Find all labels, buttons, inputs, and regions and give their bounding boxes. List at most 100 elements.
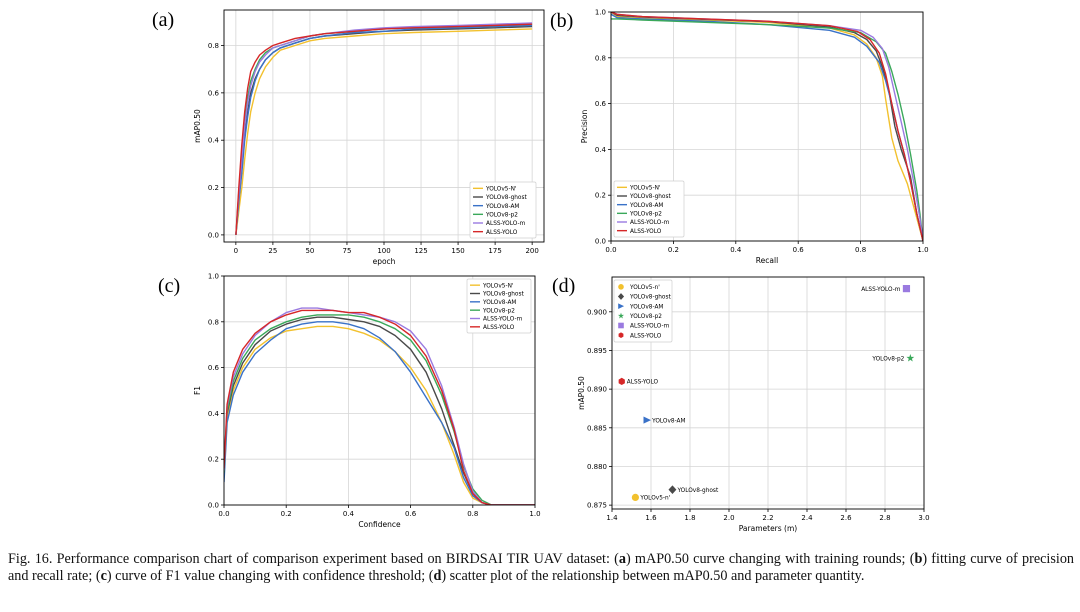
series-line-yolov5-n <box>224 325 535 505</box>
legend-label-alss-yolo: ALSS-YOLO <box>486 230 518 236</box>
x-tick-label: 2.6 <box>840 514 852 522</box>
legend-swatch-yolov8-am <box>618 303 625 309</box>
series-line-yolov8-p2 <box>224 314 535 505</box>
point-label-yolov8-ghost: YOLOv8-ghost <box>676 488 719 494</box>
scatter-point-yolov8-p2 <box>906 354 915 362</box>
x-tick-label: 100 <box>377 247 390 255</box>
y-tick-label: 0.6 <box>208 89 220 97</box>
x-tick-label: 25 <box>268 247 277 255</box>
legend-label-yolov5-n: YOLOv5-N' <box>482 283 514 289</box>
y-axis-label: mAP0.50 <box>193 109 202 143</box>
x-tick-label: 1.0 <box>529 510 540 518</box>
x-tick-label: 75 <box>343 247 352 255</box>
y-axis-label: mAP0.50 <box>577 376 586 410</box>
y-tick-label: 0.895 <box>587 347 607 355</box>
x-tick-label: 1.8 <box>684 514 695 522</box>
y-axis-label: Precision <box>580 110 589 144</box>
caption-key-a: a <box>618 551 626 567</box>
panel-label: (b) <box>550 10 573 32</box>
legend-label-yolov8-p2: YOLOv8-p2 <box>629 212 662 218</box>
chart-panel-c: (c) 0.0 0.2 0.4 0.6 0.8 1.0 0.0 0.2 0.4 0.6 0.8 1.0 C… <box>158 273 541 530</box>
legend: YOLOv5-N' YOLOv8-ghost YOLOv8-AM YOLOv8-p2 A… <box>613 180 685 238</box>
legend-label-yolov8-ghost: YOLOv8-ghost <box>629 295 672 301</box>
figure: (a) 0 25 50 75 100 125 150 175 200 0.0 0.2 0.4 0.6 0.8… <box>152 9 930 534</box>
legend-label-alss-yolo-m: ALSS-YOLO-m <box>483 317 523 323</box>
x-tick-label: 1.4 <box>606 514 618 522</box>
y-tick-label: 0.8 <box>208 318 219 326</box>
legend-label-yolov8-p2: YOLOv8-p2 <box>629 314 662 320</box>
scatter-point-yolov5-n <box>631 493 640 501</box>
x-tick-label: 0.2 <box>668 246 679 254</box>
legend-label-alss-yolo-m: ALSS-YOLO-m <box>486 221 526 227</box>
x-tick-label: 200 <box>525 247 538 255</box>
x-tick-label: 0.4 <box>343 510 355 518</box>
caption-text-b: ) fitting curve of precision and recall … <box>8 551 1075 584</box>
legend-label-yolov8-am: YOLOv8-AM <box>482 300 516 306</box>
series-line-yolov8-am <box>224 321 535 505</box>
chart-panel-b: (b) 0.0 0.2 0.4 0.6 0.8 1.0 0.0 0.2 0.4 0.6 0.8 1.0 R… <box>550 9 929 266</box>
legend-label-alss-yolo-m: ALSS-YOLO-m <box>630 324 670 330</box>
x-tick-label: 125 <box>414 247 427 255</box>
point-label-yolov8-p2: YOLOv8-p2 <box>871 357 904 363</box>
point-label-alss-yolo: ALSS-YOLO <box>627 380 659 386</box>
y-tick-label: 0.0 <box>595 238 606 246</box>
legend-swatch-alss-yolo <box>618 332 624 338</box>
y-tick-label: 1.0 <box>208 273 219 281</box>
x-tick-label: 0.8 <box>467 510 478 518</box>
legend-label-alss-yolo-m: ALSS-YOLO-m <box>630 220 670 226</box>
legend: YOLOv5-N' YOLOv8-ghost YOLOv8-AM YOLOv8-p2 A… <box>469 181 537 239</box>
x-tick-label: 0.6 <box>405 510 417 518</box>
y-tick-label: 0.900 <box>587 308 607 316</box>
legend-label-yolov5-n: YOLOv5-n' <box>629 285 660 291</box>
x-tick-label: 2.0 <box>723 514 734 522</box>
legend-label-yolov8-ghost: YOLOv8-ghost <box>485 195 528 201</box>
legend-label-yolov8-p2: YOLOv8-p2 <box>482 308 515 314</box>
x-tick-label: 175 <box>488 247 501 255</box>
y-tick-label: 0.6 <box>208 364 220 372</box>
x-axis-label: Confidence <box>358 520 401 529</box>
point-label-yolov8-am: YOLOv8-AM <box>651 418 685 424</box>
y-tick-label: 0.8 <box>208 42 219 50</box>
panel-label: (a) <box>152 9 174 31</box>
y-tick-label: 0.2 <box>595 192 606 200</box>
y-tick-label: 1.0 <box>595 9 606 17</box>
x-tick-label: 1.6 <box>645 514 657 522</box>
x-axis-label: Parameters (m) <box>739 524 798 533</box>
series-line-yolov5-n <box>235 28 533 235</box>
caption-lead: Fig. 16. Performance comparison chart of… <box>8 551 619 567</box>
y-tick-label: 0.4 <box>208 137 220 145</box>
legend-label-yolov8-am: YOLOv8-AM <box>629 304 663 310</box>
x-tick-label: 50 <box>305 247 314 255</box>
x-tick-label: 0 <box>234 247 238 255</box>
x-tick-label: 1.0 <box>917 246 928 254</box>
legend-label-yolov8-ghost: YOLOv8-ghost <box>629 194 672 200</box>
series-line-yolov8-ghost <box>224 316 535 505</box>
legend-label-yolov5-n: YOLOv5-N' <box>485 187 517 193</box>
legend-swatch-yolov8-ghost <box>617 293 625 300</box>
scatter-point-alss-yolo <box>618 377 625 385</box>
series-line-alss-yolo <box>235 23 533 235</box>
legend-label-yolov5-n: YOLOv5-N' <box>629 186 661 192</box>
scatter-point-yolov8-ghost <box>668 485 677 494</box>
plot-frame <box>223 9 545 243</box>
legend: YOLOv5-n' YOLOv8-ghost YOLOv8-AM YOLOv8-p2 A… <box>613 279 673 343</box>
legend-label-alss-yolo: ALSS-YOLO <box>630 333 662 339</box>
y-tick-label: 0.875 <box>587 502 607 510</box>
x-tick-label: 0.0 <box>218 510 229 518</box>
legend-label-yolov8-ghost: YOLOv8-ghost <box>482 292 525 298</box>
series-line-alss-yolo-m <box>235 22 533 235</box>
y-tick-label: 0.880 <box>587 463 607 471</box>
legend-label-alss-yolo: ALSS-YOLO <box>483 325 515 331</box>
caption-text-c: ) curve of F1 value changing with confid… <box>106 568 434 584</box>
scatter-point-yolov8-am <box>643 416 652 424</box>
panel-label: (d) <box>552 275 575 297</box>
caption-key-b: b <box>914 551 923 567</box>
y-tick-label: 0.8 <box>595 54 606 62</box>
y-tick-label: 0.4 <box>595 146 607 154</box>
legend-swatch-alss-yolo-m <box>618 322 624 329</box>
series-line-alss-yolo-m <box>224 307 535 505</box>
x-tick-label: 2.4 <box>801 514 813 522</box>
figure-caption: Fig. 16. Performance comparison chart of… <box>8 551 1074 585</box>
legend-swatch-yolov8-p2 <box>617 312 625 319</box>
x-axis-label: epoch <box>373 257 396 266</box>
